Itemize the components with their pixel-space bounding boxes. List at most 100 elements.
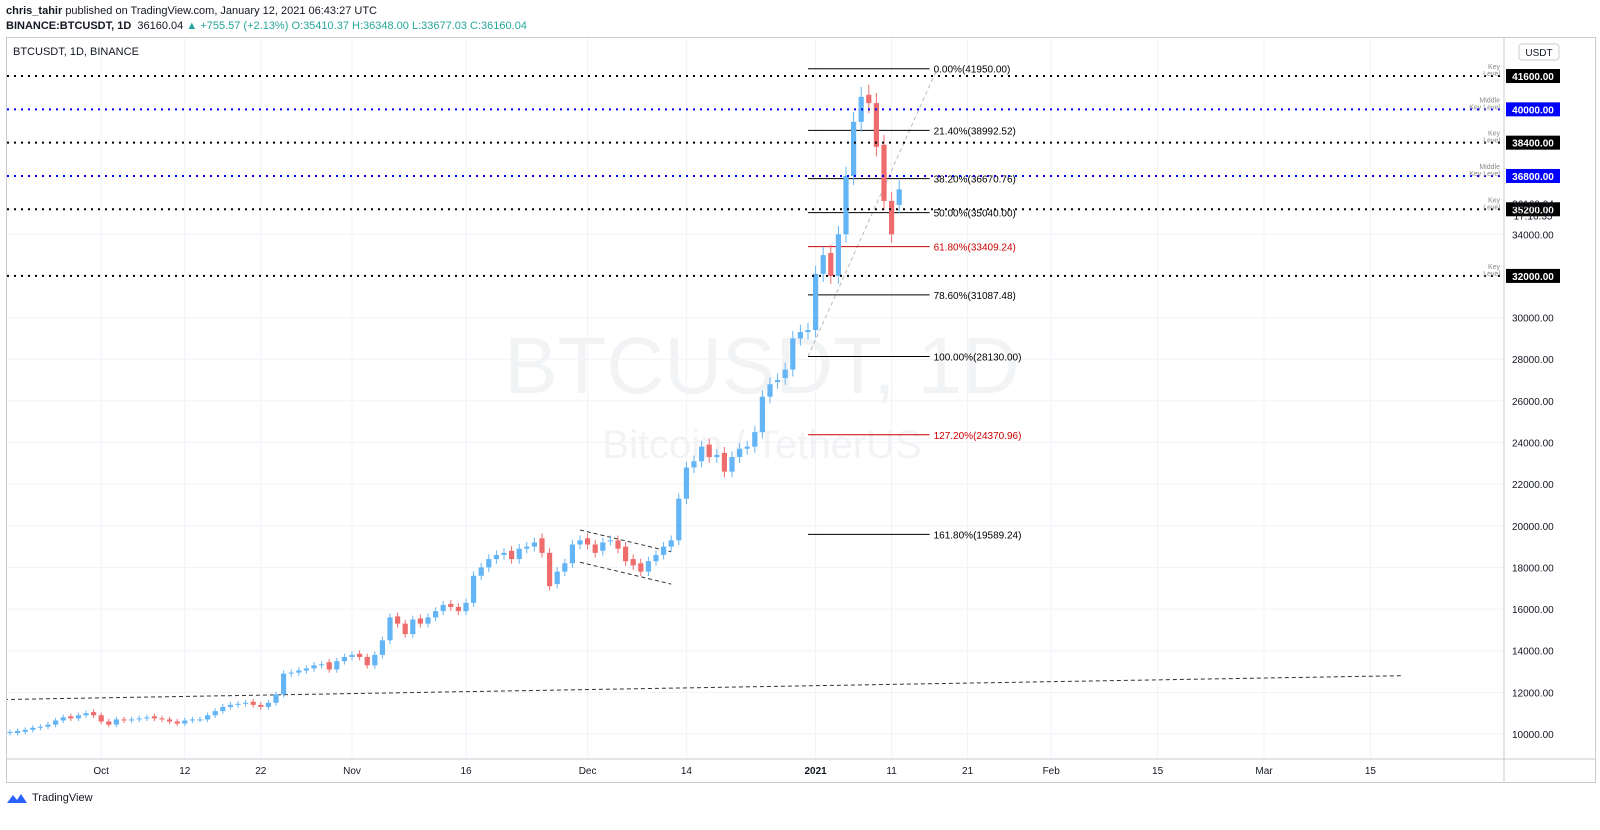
candle-body	[539, 538, 545, 553]
x-tick-label: Feb	[1043, 766, 1061, 777]
key-level-tag: Middle	[1479, 164, 1500, 171]
key-level-price-label: 35200.00	[1512, 205, 1554, 216]
key-level-price-box	[1506, 102, 1560, 117]
candle-body	[402, 623, 408, 635]
candle-body	[493, 554, 499, 560]
symbol-line: BINANCE:BTCUSDT, 1D	[6, 20, 132, 32]
candle-body	[737, 448, 743, 458]
candle-body	[174, 721, 180, 724]
candle-body	[7, 731, 13, 733]
y-tick-label: 24000.00	[1512, 439, 1554, 450]
candle-body	[752, 432, 758, 447]
candle-body	[91, 712, 97, 716]
candle-body	[395, 616, 401, 624]
candle-body	[531, 542, 537, 547]
candle-body	[714, 454, 720, 458]
candle-body	[151, 716, 157, 719]
candle-body	[744, 446, 750, 449]
candle-body	[600, 542, 606, 551]
candle-body	[653, 554, 659, 562]
tradingview-brand: TradingView	[32, 792, 93, 804]
candle-body	[197, 719, 203, 721]
fib-level-label: 61.80%(33409.24)	[934, 243, 1016, 254]
candle-body	[896, 189, 902, 205]
fib-level-label: 127.20%(24370.96)	[934, 431, 1022, 442]
candle-body	[668, 540, 674, 547]
candle-body	[554, 571, 560, 585]
candle-body	[387, 617, 393, 641]
y-tick-label: 16000.00	[1512, 605, 1554, 616]
candle-body	[425, 617, 431, 624]
candle-body	[326, 662, 332, 670]
quote-line: BINANCE:BTCUSDT, 1D 36160.04 ▲ +755.57 (…	[6, 20, 527, 32]
candle-body	[227, 704, 233, 707]
candle-body	[889, 200, 895, 235]
x-tick-label: Mar	[1255, 766, 1273, 777]
candle-body	[721, 452, 727, 472]
fib-level-label: 161.80%(19589.24)	[934, 530, 1022, 541]
key-level-price-label: 38400.00	[1512, 139, 1554, 150]
y-tick-label: 10000.00	[1512, 730, 1554, 741]
candle-body	[235, 703, 241, 705]
trendline	[579, 561, 672, 585]
candle-body	[106, 721, 112, 725]
key-level-price-box	[1506, 135, 1560, 150]
candle-body	[455, 606, 461, 612]
candle-body	[167, 719, 173, 722]
candle-body	[220, 706, 226, 712]
key-level-tag: Key Level	[1469, 104, 1500, 111]
last-price: 36160.04	[137, 20, 184, 32]
trendline	[0, 675, 1401, 701]
candle-body	[607, 540, 613, 542]
candle-body	[189, 719, 195, 721]
candle-body	[782, 369, 788, 378]
candle-body	[22, 729, 28, 732]
candle-body	[524, 546, 530, 549]
candle-body	[562, 563, 568, 572]
candle-body	[311, 665, 317, 669]
candle-body	[585, 538, 591, 545]
candle-body	[83, 713, 89, 716]
candle-body	[835, 234, 841, 276]
candle-body	[182, 720, 188, 724]
price-change: +755.57 (+2.13%)	[200, 20, 289, 32]
last-price-label: 36160.04	[1512, 199, 1554, 210]
key-level-price-label: 36800.00	[1512, 172, 1554, 183]
candle-body	[813, 273, 819, 331]
tradingview-footer[interactable]: TradingView	[6, 792, 93, 804]
candle-body	[136, 718, 142, 720]
candle-body	[759, 396, 765, 433]
candle-body	[30, 727, 36, 730]
up-arrow-icon: ▲	[186, 20, 198, 32]
author-name[interactable]: chris_tahir	[6, 5, 63, 17]
currency-button[interactable]	[1518, 43, 1560, 61]
countdown-label: 17:16:35	[1514, 211, 1553, 222]
key-level-tag: Level	[1483, 271, 1500, 278]
candle-body	[623, 546, 629, 562]
candle-body	[881, 144, 887, 201]
candle-body	[509, 550, 515, 560]
candle-body	[547, 552, 553, 587]
candle-body	[129, 719, 135, 721]
candle-body	[159, 718, 165, 720]
candle-body	[319, 664, 325, 666]
candle-body	[820, 255, 826, 274]
candle-body	[486, 559, 492, 568]
candle-body	[866, 94, 872, 104]
candle-body	[569, 544, 575, 564]
candle-body	[60, 717, 66, 721]
candle-body	[630, 559, 636, 566]
key-level-tag: Key Level	[1469, 171, 1500, 178]
tradingview-logo-icon	[7, 794, 27, 803]
candle-body	[273, 694, 279, 703]
x-tick-label: 11	[886, 766, 897, 777]
chart-frame[interactable]: BTCUSDT, 1D Bitcoin / TetherUS BTCUSDT, 1D…	[0, 37, 1596, 783]
x-tick-label: 16	[460, 766, 472, 777]
candle-body	[144, 717, 150, 719]
candle-body	[303, 668, 309, 671]
candle-body	[417, 618, 423, 624]
fib-level-label: 100.00%(28130.00)	[934, 353, 1022, 364]
candle-body	[68, 716, 74, 719]
y-tick-label: 22000.00	[1512, 480, 1554, 491]
